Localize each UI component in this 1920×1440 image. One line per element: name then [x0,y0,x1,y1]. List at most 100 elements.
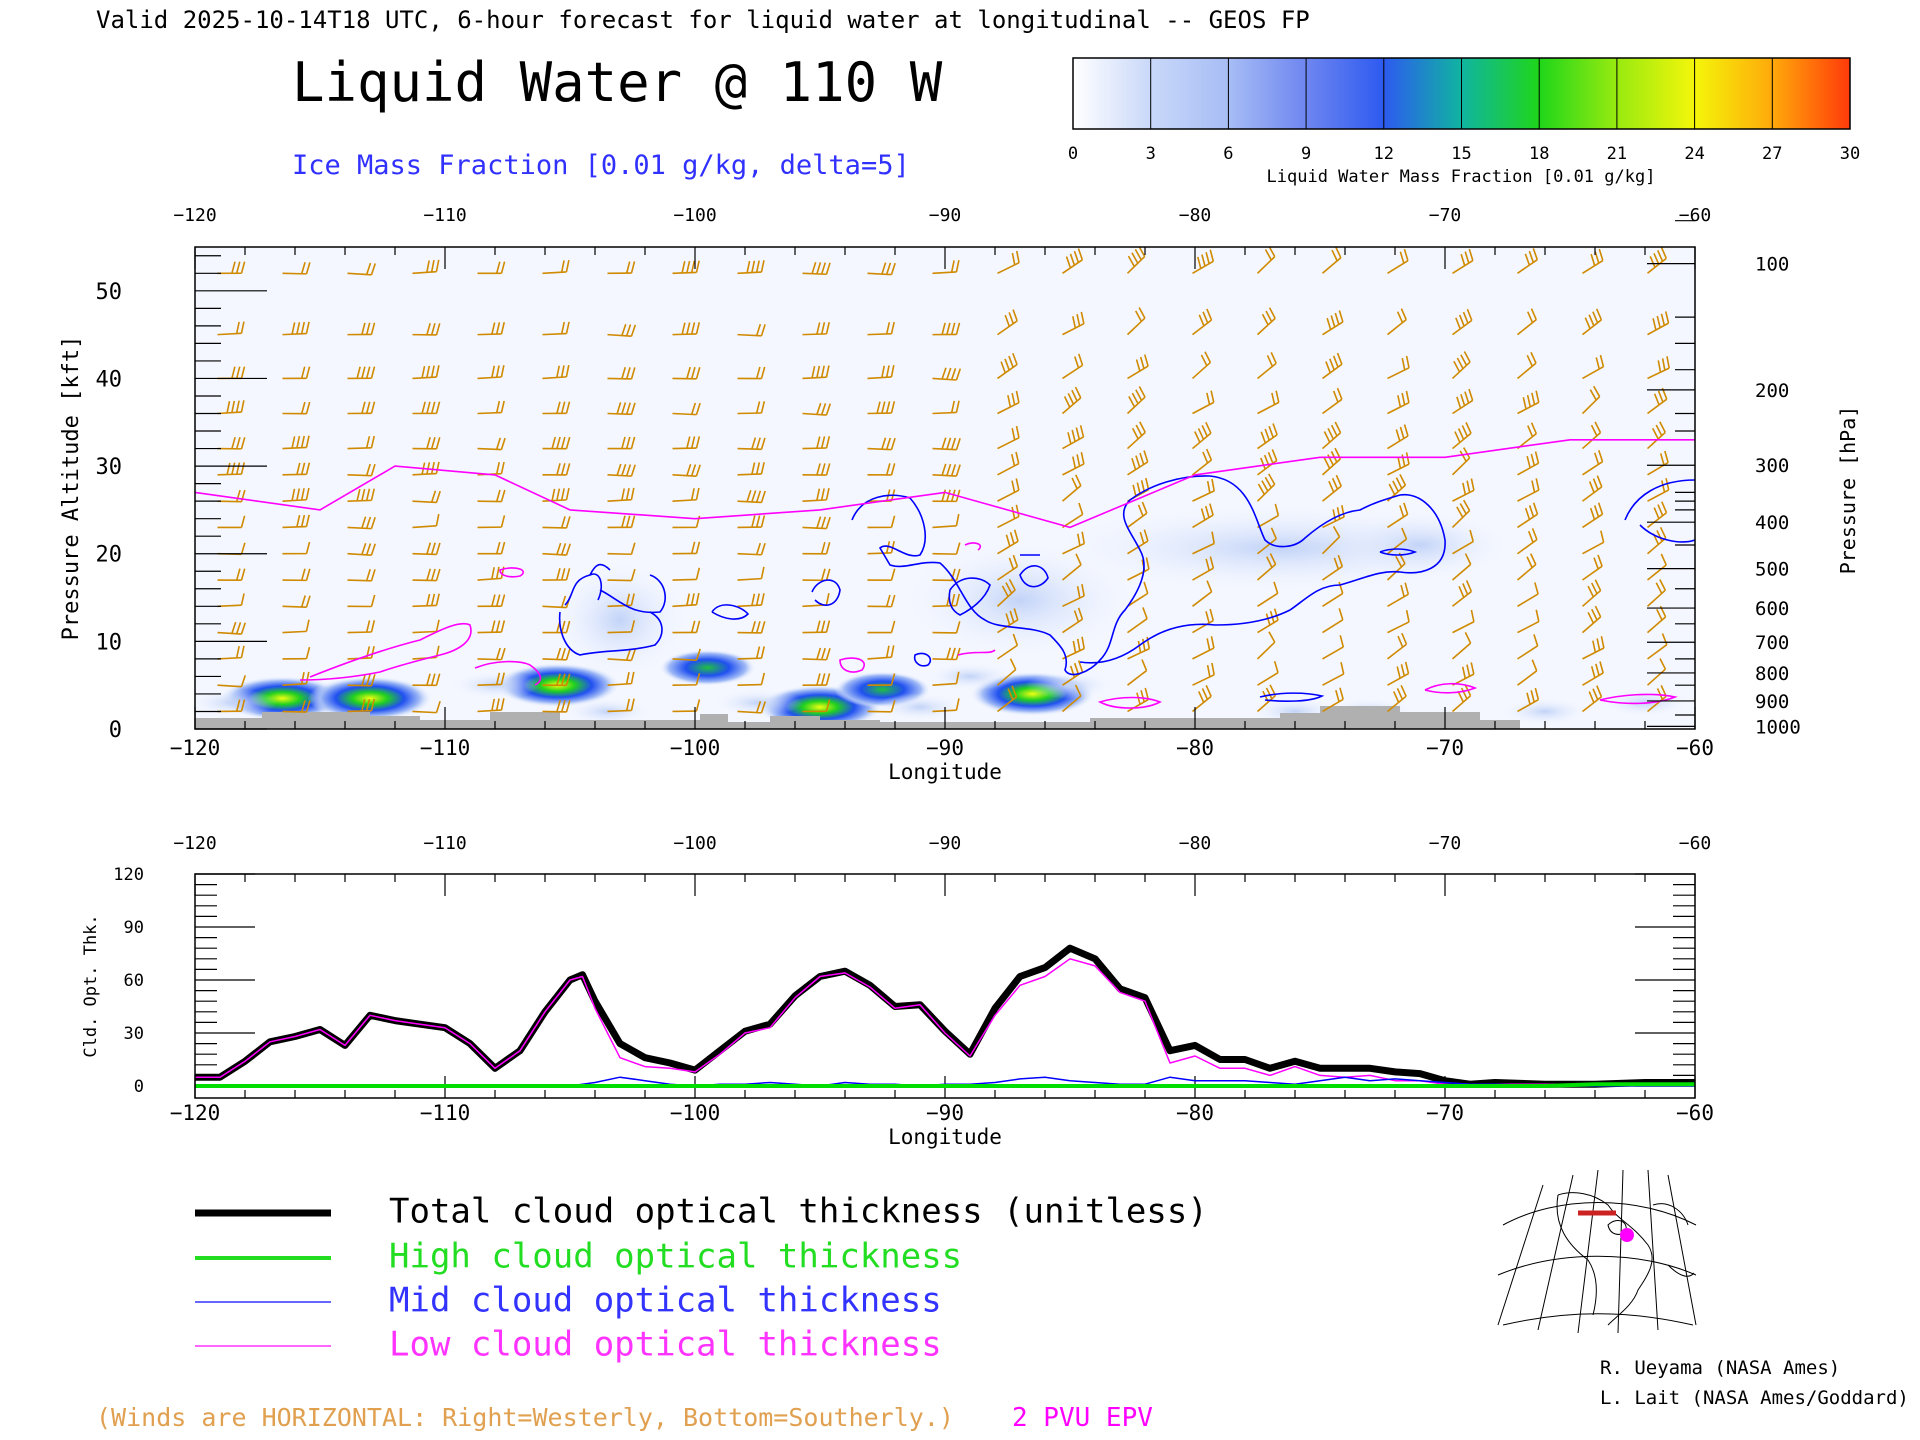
wind-barb-feather [1067,392,1075,405]
y-tick-label: 0 [134,1077,144,1097]
wind-barb-feather [1522,397,1527,410]
wind-barb-feather [370,698,375,711]
wind-barb [1256,631,1276,660]
wind-barb-feather [240,699,246,712]
wind-barb-feather [825,436,831,449]
wind-barb-feather [1268,247,1276,258]
wind-barb-feather [1079,425,1085,438]
wind-barb-feather [1594,421,1602,434]
wind-barb-feather [1468,388,1474,401]
x-axis-label: Longitude [888,1125,1002,1149]
wind-barb-feather [495,594,501,607]
wind-barb-feather [950,437,957,450]
wind-barb-shaft [607,579,632,582]
wind-barb-feather [1469,529,1474,542]
wind-barb-feather [630,367,636,380]
wind-barb-feather [1075,474,1082,487]
wind-barb [1582,450,1604,476]
wind-barb [347,542,377,556]
wind-barb-feather [1590,666,1596,679]
wind-barb [542,673,571,687]
wind-barb-feather [565,321,570,334]
wind-barb-shaft [1061,564,1082,581]
wind-barb-shaft [867,552,892,555]
wind-barb-feather [1464,553,1472,565]
wind-barb-feather [240,593,245,606]
wind-barb-feather [1593,557,1599,570]
wind-barb [542,259,570,275]
wind-barb-shaft [1321,536,1341,555]
wind-barb [347,435,375,450]
wind-barb-feather [1204,505,1210,518]
wind-barb-feather [760,621,766,634]
wind-barb-feather [495,541,501,554]
wind-barb-feather [1209,503,1214,516]
wind-barb-feather [885,262,892,275]
wind-barb [1061,553,1082,581]
wind-barb-feather [820,488,825,501]
wind-barb-shaft [737,552,762,556]
wind-barb [672,322,701,336]
wind-barb-feather [1405,610,1410,623]
wind-barb [1192,478,1215,502]
wind-barb-feather [630,698,635,711]
wind-barb-feather [695,322,701,335]
wind-barb [932,322,961,336]
wind-barb [1062,584,1085,608]
wind-barb [1452,388,1474,415]
wind-barb-feather [235,437,241,450]
wind-barb-feather [625,672,630,685]
wind-barb-feather [621,402,627,415]
wind-barb-feather [430,673,436,686]
wind-barb-shaft [282,332,307,336]
wind-barb-feather [1589,389,1597,401]
wind-barb [996,658,1017,686]
wind-barb-feather [361,366,366,379]
wind-barb [867,594,896,608]
pressure-tick-label: 500 [1755,559,1789,581]
wind-barb-feather [946,463,952,476]
wind-barb [997,554,1019,581]
wind-barb-shaft [1451,563,1472,581]
wind-barb [1257,527,1278,555]
wind-barb-feather [1065,256,1072,269]
wind-barb-feather [365,488,371,501]
wind-barb-feather [1534,582,1539,595]
wind-barb-shaft [867,332,892,336]
wind-barb-feather [495,647,501,660]
wind-barb-feather [1142,638,1146,651]
wind-barb-feather [690,620,696,633]
wind-barb-feather [1136,692,1141,705]
legend-label: Mid cloud optical thickness [389,1281,942,1321]
wind-barb-feather [1660,313,1666,326]
wind-barb-feather [300,366,306,379]
wind-barb [1062,311,1085,336]
wind-barb-feather [1265,310,1273,322]
wind-barb [542,620,571,634]
wind-barb [867,401,896,415]
wind-barb [1647,450,1669,476]
wind-barb [217,261,246,275]
y-tick-label: 20 [96,543,123,568]
wind-barb-feather [955,513,960,526]
wind-barb-shaft [412,525,437,529]
wind-barb [1517,502,1539,529]
wind-barb-feather [1595,663,1600,676]
wind-barb [1127,581,1149,607]
wind-barb [672,620,701,634]
wind-barb-shaft [282,710,307,713]
wind-barb [1191,421,1212,450]
wind-barb-feather [556,568,561,581]
wind-barb [477,620,506,634]
wind-barb-feather [1651,427,1659,440]
wind-barb-feather [625,698,631,711]
wind-barb-feather [820,647,826,660]
epv-contour [839,657,865,673]
wind-barb-feather [430,490,437,503]
wind-barb-feather [760,566,765,579]
wind-barb [997,425,1020,450]
wind-barb-feather [1146,636,1151,649]
wind-barb-feather [1530,690,1535,703]
wind-barb-feather [695,592,700,605]
wind-barb-feather [1134,249,1142,261]
